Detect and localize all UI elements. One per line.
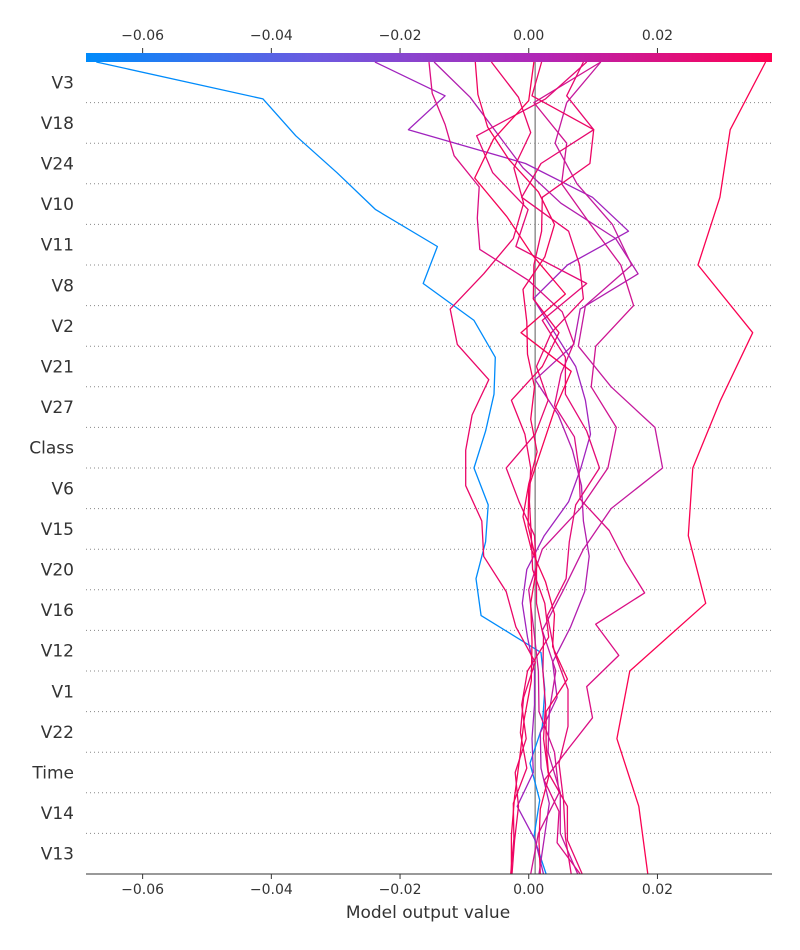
feature-label: V22 [41,723,74,743]
feature-label: V27 [41,398,74,418]
feature-label: V12 [41,642,74,662]
feature-label: V15 [41,520,74,540]
bottom-x-axis: −0.06 −0.04 −0.02 0.00 0.02 [86,873,772,898]
feature-label: V21 [41,358,74,378]
bottom-tick-label: 0.00 [513,882,544,898]
bottom-tick-label: −0.02 [379,882,422,898]
decision-line [374,61,630,875]
decision-line [541,61,664,875]
decision-line [96,61,547,875]
feature-label: V20 [41,561,74,581]
feature-label: V8 [52,276,74,296]
decision-line [510,61,595,875]
top-tick-label: −0.04 [250,28,293,44]
feature-label: V10 [41,195,74,215]
bottom-tick-label: −0.06 [121,882,164,898]
decision-line [428,61,646,875]
feature-label: V13 [41,845,74,865]
feature-label: V14 [41,804,74,824]
feature-label: V24 [41,155,74,175]
feature-label: V2 [52,317,74,337]
feature-label: V11 [41,236,74,256]
top-tick-label: −0.06 [121,28,164,44]
decision-line [616,61,767,875]
colorbar-gradient [86,53,772,62]
decision-lines [96,61,767,875]
x-axis-title: Model output value [346,903,510,923]
feature-label: V1 [52,682,74,702]
decision-line [433,61,639,875]
feature-gridlines [86,102,772,875]
feature-label: Class [29,439,74,459]
decision-line [475,61,601,875]
decision-line [528,61,635,875]
top-tick-label: 0.00 [513,28,544,44]
feature-label: Time [31,764,74,784]
bottom-tick-label: −0.04 [250,882,293,898]
feature-label: V18 [41,114,74,134]
feature-label: V6 [52,479,74,499]
colorbar [86,53,772,62]
bottom-tick-label: 0.02 [642,882,673,898]
feature-labels: V3 V18 V24 V10 V11 V8 V2 V21 V27 Class V6 V15 V20 V16… [29,73,74,864]
feature-label: V16 [41,601,74,621]
decision-line [474,61,569,875]
decision-line [474,61,572,874]
top-x-axis: −0.06 −0.04 −0.02 0.00 0.02 [121,28,673,53]
top-tick-label: 0.02 [642,28,673,44]
top-tick-label: −0.02 [379,28,422,44]
feature-label: V3 [52,73,74,93]
